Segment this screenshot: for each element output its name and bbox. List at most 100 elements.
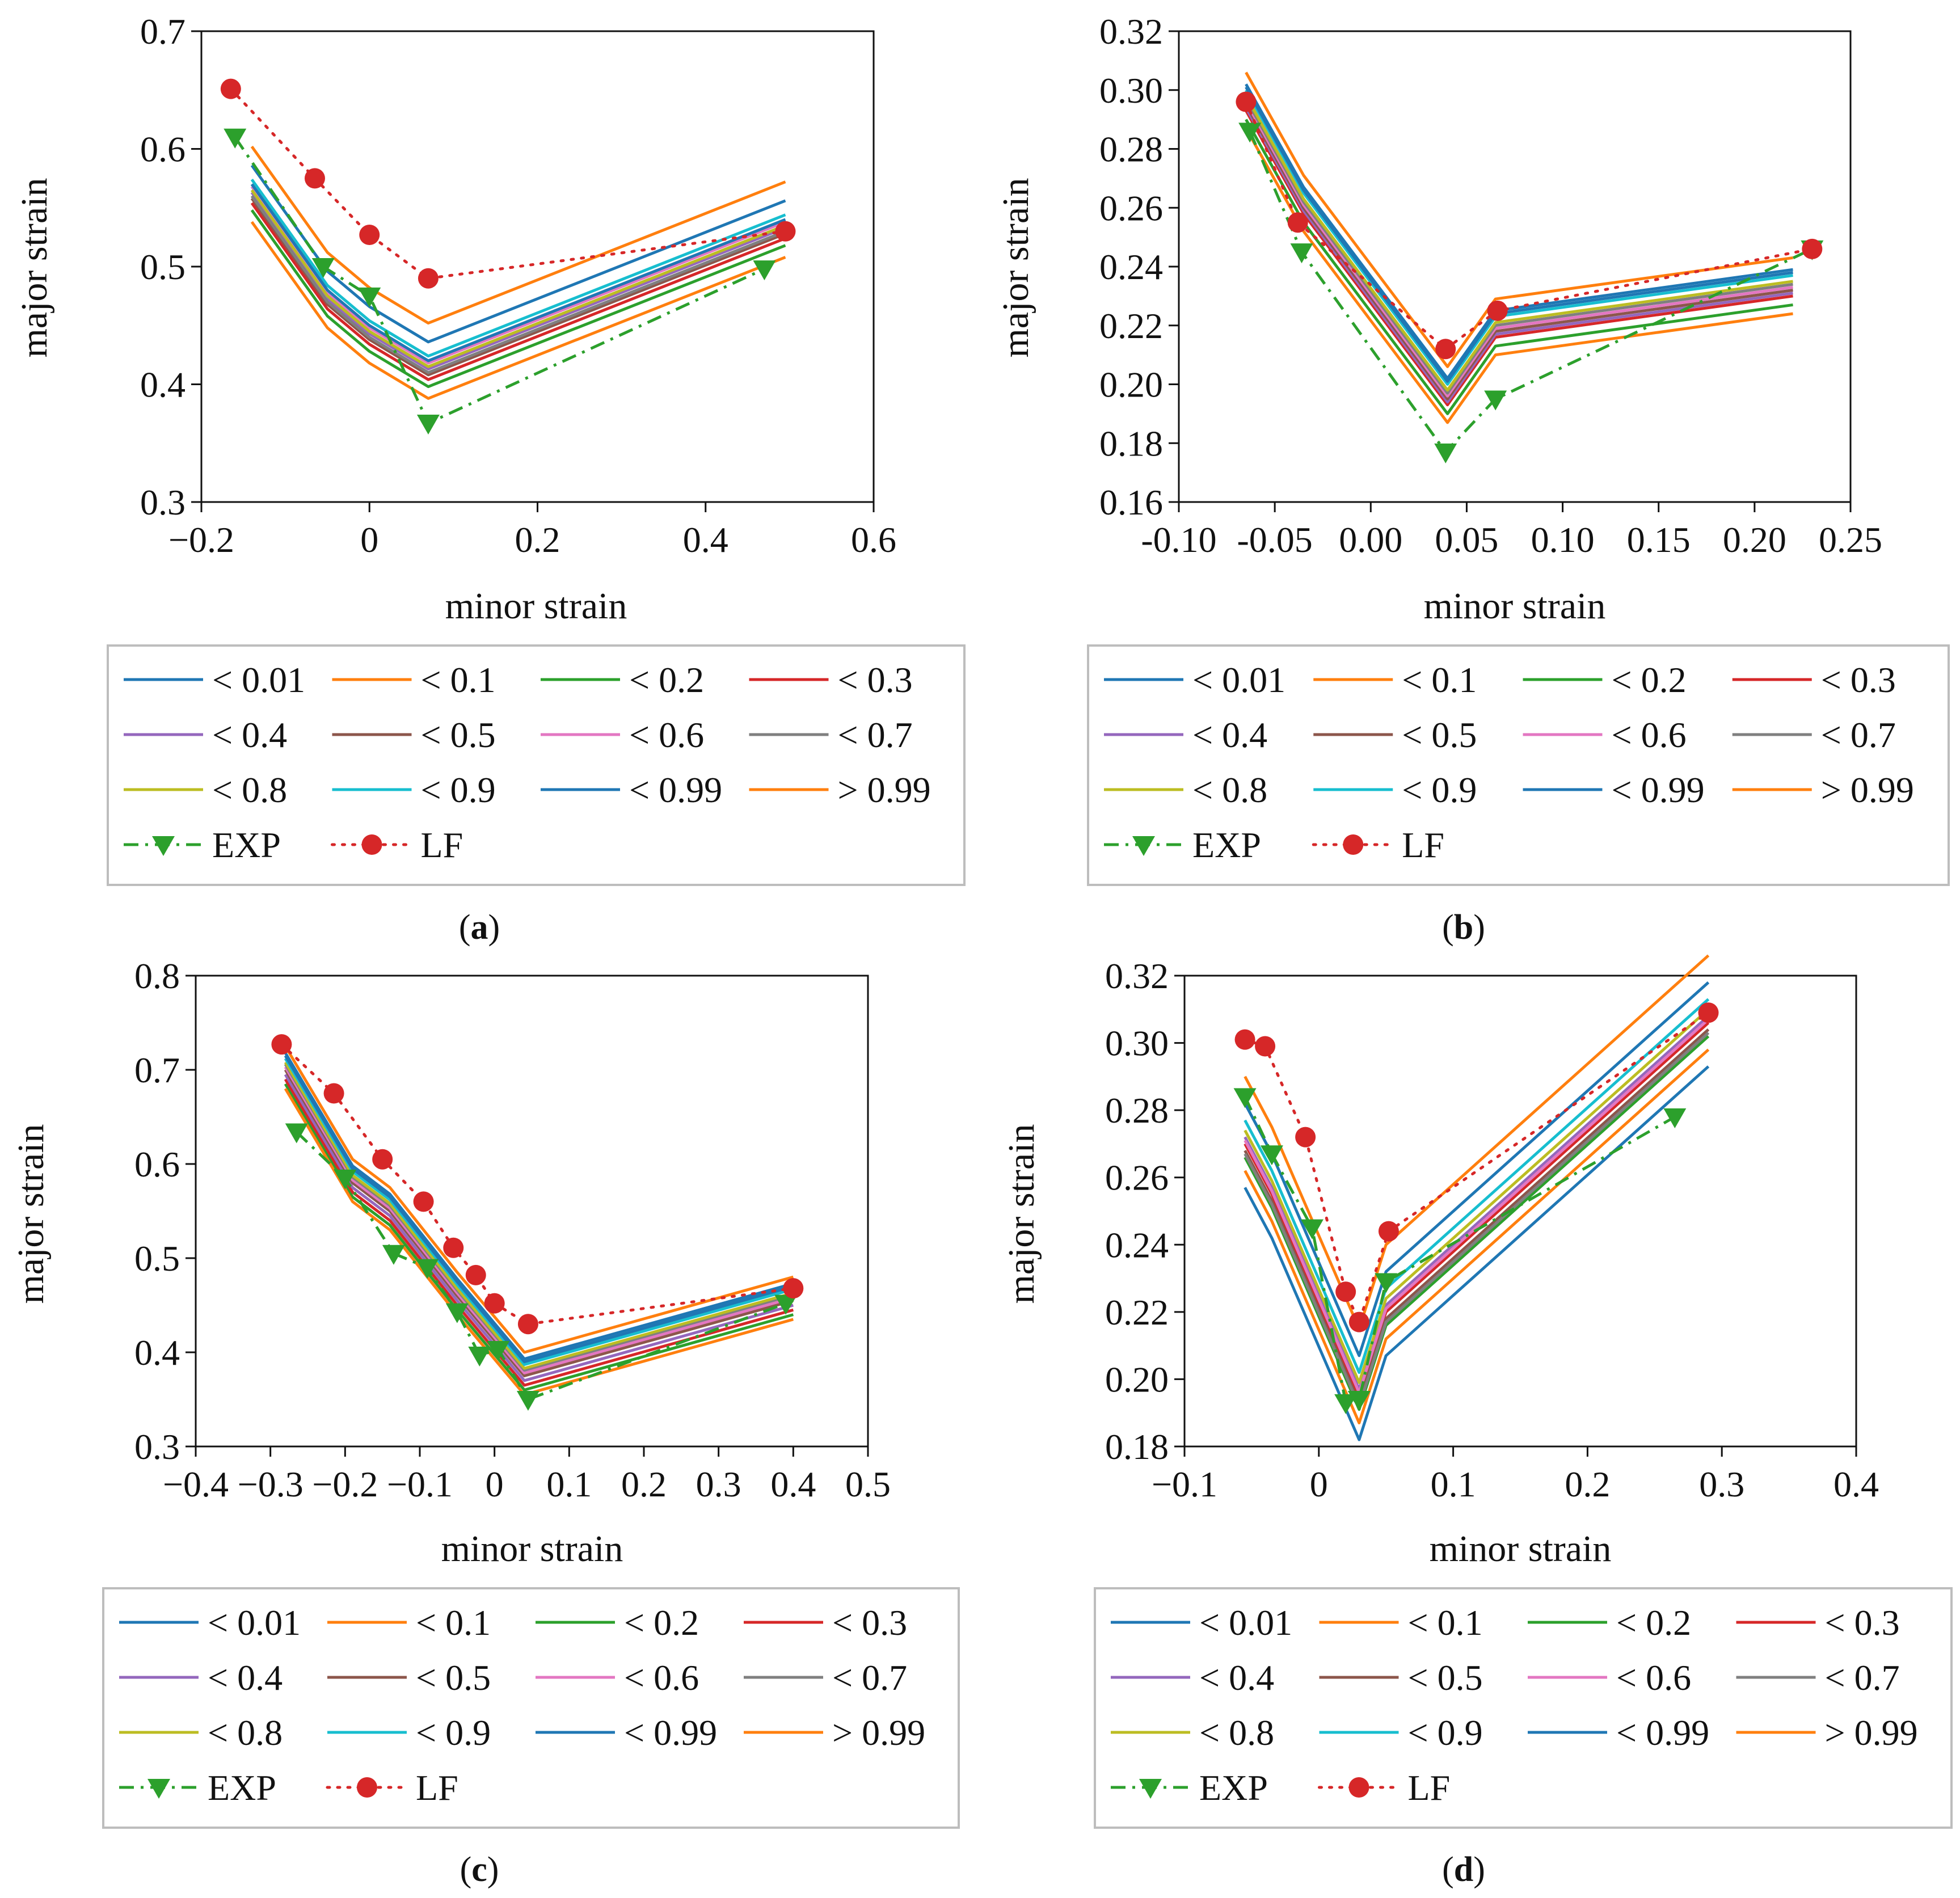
- legend-label: < 0.8: [208, 1713, 283, 1753]
- legend-label: < 0.1: [1408, 1602, 1483, 1643]
- legend-label: EXP: [208, 1768, 276, 1808]
- series-lt-0-01: [1244, 1065, 1710, 1441]
- legend-entry: < 0.2: [536, 1602, 699, 1643]
- series-gt-0-99: [1244, 1048, 1710, 1424]
- series-gt-0-99: [1245, 127, 1793, 424]
- legend-label: < 0.99: [1612, 770, 1705, 810]
- exp-marker: [1375, 1273, 1398, 1293]
- y-tick-label: 0.6: [140, 129, 186, 170]
- y-tick-label: 0.5: [134, 1238, 180, 1279]
- lf-marker: [1802, 238, 1823, 259]
- legend-entry: EXP: [124, 825, 281, 865]
- legend-entry: LF: [331, 825, 463, 865]
- legend-label: < 0.4: [208, 1657, 283, 1698]
- legend-label: < 0.99: [1616, 1713, 1709, 1753]
- exp-marker: [224, 128, 247, 149]
- lf-marker: [323, 1083, 344, 1104]
- legend-label: < 0.6: [1616, 1657, 1691, 1698]
- axis-ylabel: major strain: [10, 1124, 52, 1304]
- legend-label: < 0.7: [832, 1657, 907, 1698]
- x-tick-label: 0.2: [621, 1464, 667, 1504]
- legend-label: < 0.4: [1199, 1657, 1274, 1698]
- axis-ylabel: major strain: [995, 178, 1036, 357]
- y-tick-label: 0.30: [1099, 70, 1163, 111]
- lf-marker: [465, 1264, 486, 1285]
- legend-label: < 0.2: [1616, 1602, 1691, 1643]
- subplot-a: −0.2 0 0.2 0.4 0.6 0.3 0.4 0.5 0.6 0.7 minor stra…: [14, 11, 966, 947]
- legend-marker: [1139, 1779, 1162, 1799]
- legend-label: LF: [1408, 1768, 1451, 1808]
- legend-label: < 0.01: [1192, 660, 1285, 700]
- legend-label: < 0.9: [1402, 770, 1477, 810]
- series-lt-0-9: [284, 1057, 794, 1366]
- exp-marker: [1300, 1219, 1323, 1239]
- lf-marker: [783, 1278, 804, 1299]
- x-tick-label: 0: [486, 1464, 504, 1504]
- exp-marker: [1484, 390, 1507, 411]
- legend-label: < 0.7: [1821, 715, 1896, 755]
- subfigure-label: (a): [459, 908, 500, 947]
- subplot-b: -0.10 -0.05 0.00 0.05 0.10 0.15 0.20 0.25 0.16 0.…: [995, 11, 1950, 947]
- legend-label: < 0.2: [629, 660, 704, 700]
- legend-label: < 0.8: [212, 770, 287, 810]
- x-tick-label: 0: [360, 520, 378, 560]
- series-lt-0-2: [250, 209, 786, 389]
- y-tick-label: 0.3: [140, 482, 186, 522]
- exp-marker: [285, 1123, 308, 1144]
- series-exp: [296, 1131, 787, 1402]
- legend-entry: < 0.3: [744, 1602, 907, 1643]
- legend-entry: < 0.1: [332, 660, 496, 700]
- legend-label: < 0.4: [212, 715, 287, 755]
- legend-entry: < 0.01: [119, 1602, 301, 1643]
- legend-box: [107, 644, 966, 886]
- lf-marker: [271, 1034, 292, 1055]
- legend-label: < 0.7: [1825, 1657, 1900, 1698]
- y-tick-label: 0.4: [140, 365, 186, 405]
- legend-entry: < 0.6: [1523, 715, 1687, 755]
- legend-label: < 0.3: [1821, 660, 1896, 700]
- lf-marker: [1255, 1036, 1276, 1057]
- series-lt-0-3: [1245, 109, 1793, 407]
- legend-label: < 0.2: [624, 1602, 699, 1643]
- x-tick-label: 0.4: [1833, 1464, 1879, 1504]
- x-tick-label: 0.10: [1531, 520, 1595, 560]
- lf-marker: [1348, 1311, 1369, 1332]
- subplot-c: −0.4 −0.3 −0.2 −0.1 0 0.1 0.2 0.3 0.4 0.5 0.3 0.4 0.…: [10, 956, 960, 1889]
- x-tick-label: 0.6: [851, 520, 896, 560]
- legend-entry: > 0.99: [744, 1713, 925, 1753]
- axis-ylabel: major strain: [14, 178, 55, 357]
- series-lt-0-7: [250, 195, 786, 374]
- x-tick-label: 0.3: [696, 1464, 741, 1504]
- legend-entry: < 0.8: [1104, 770, 1267, 810]
- exp-marker: [774, 1294, 798, 1315]
- legend-entry: < 0.4: [1104, 715, 1267, 755]
- x-tick-label: −0.3: [238, 1464, 304, 1504]
- series-lt-0-9: [1245, 89, 1793, 386]
- y-tick-label: 0.32: [1105, 956, 1169, 996]
- exp-marker: [1663, 1108, 1687, 1128]
- x-tick-label: 0.2: [515, 520, 560, 560]
- legend-entry: < 0.8: [124, 770, 287, 810]
- legend-entry: < 0.6: [536, 1657, 699, 1698]
- exp-marker: [358, 287, 381, 307]
- legend-entry: < 0.99: [536, 1713, 717, 1753]
- lf-marker: [1234, 1029, 1255, 1050]
- legend-entry: EXP: [1111, 1768, 1268, 1808]
- exp-marker: [382, 1245, 405, 1265]
- legend-entry: < 0.1: [327, 1602, 491, 1643]
- legend-marker: [357, 1777, 377, 1798]
- legend-box: [1087, 644, 1950, 886]
- x-tick-label: 0.15: [1627, 520, 1691, 560]
- legend-entry: < 0.9: [1313, 770, 1477, 810]
- legend-entry: < 0.8: [1111, 1713, 1274, 1753]
- lf-marker: [413, 1191, 434, 1212]
- x-tick-label: 0: [1310, 1464, 1328, 1504]
- legend-entry: < 0.8: [119, 1713, 283, 1753]
- x-tick-label: 0.20: [1723, 520, 1786, 560]
- lf-marker: [517, 1314, 538, 1335]
- series-lt-0-01: [1245, 83, 1793, 380]
- series-gt-0-99: [250, 221, 786, 400]
- y-tick-label: 0.16: [1099, 482, 1163, 522]
- x-tick-label: 0.2: [1565, 1464, 1610, 1504]
